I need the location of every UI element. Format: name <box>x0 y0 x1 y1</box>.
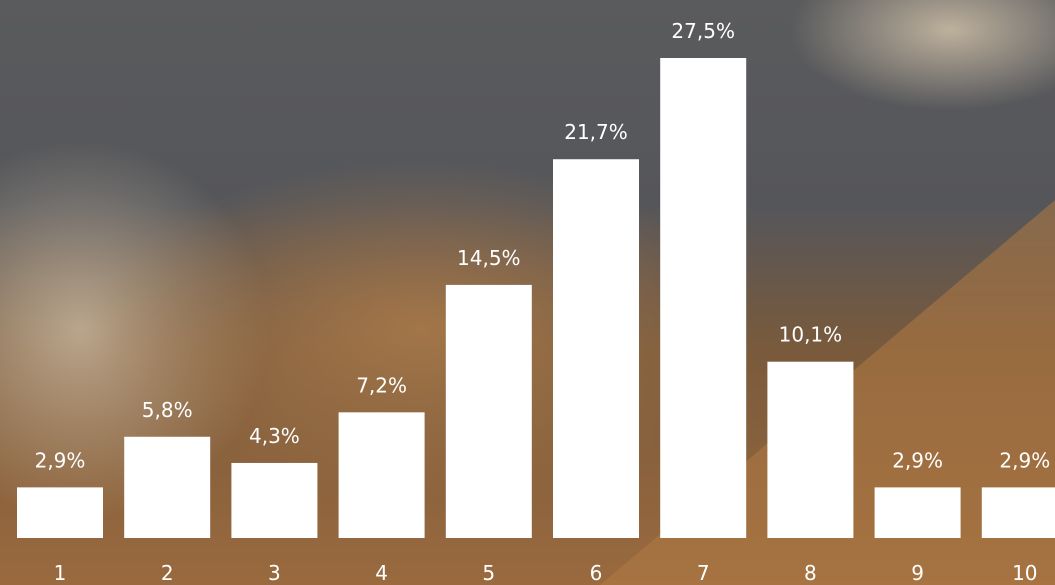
bar <box>17 487 103 538</box>
x-tick-label: 2 <box>161 561 174 585</box>
value-label: 27,5% <box>671 19 735 43</box>
bar <box>445 284 532 538</box>
value-label: 2,9% <box>892 448 943 472</box>
x-tick-label: 9 <box>911 561 924 585</box>
x-tick-label: 7 <box>697 561 710 585</box>
x-tick-label: 5 <box>482 561 495 585</box>
value-label: 2,9% <box>35 448 86 472</box>
x-tick-label: 4 <box>375 561 388 585</box>
x-tick-label: 3 <box>268 561 281 585</box>
value-label: 4,3% <box>249 424 300 448</box>
x-tick-label: 6 <box>590 561 603 585</box>
value-label: 2,9% <box>999 448 1050 472</box>
bar <box>338 412 425 538</box>
bars: 2,9% 1 5,8% 2 4,3% 3 7,2% 4 14,5% 5 21,7% 6 27,5% 7 10… <box>17 19 1055 585</box>
value-label: 14,5% <box>457 246 521 270</box>
value-label: 10,1% <box>779 323 843 347</box>
x-tick-label: 8 <box>804 561 817 585</box>
bar <box>124 436 211 538</box>
x-tick-label: 10 <box>1012 561 1037 585</box>
bar <box>660 58 747 538</box>
value-label: 7,2% <box>356 373 407 397</box>
bar <box>231 462 318 538</box>
bar <box>767 361 854 538</box>
bar <box>981 487 1055 538</box>
x-tick-label: 1 <box>54 561 67 585</box>
bar <box>553 159 639 538</box>
value-label: 5,8% <box>142 398 193 422</box>
bar <box>874 487 961 538</box>
background-bread <box>790 0 1055 110</box>
value-label: 21,7% <box>564 120 628 144</box>
